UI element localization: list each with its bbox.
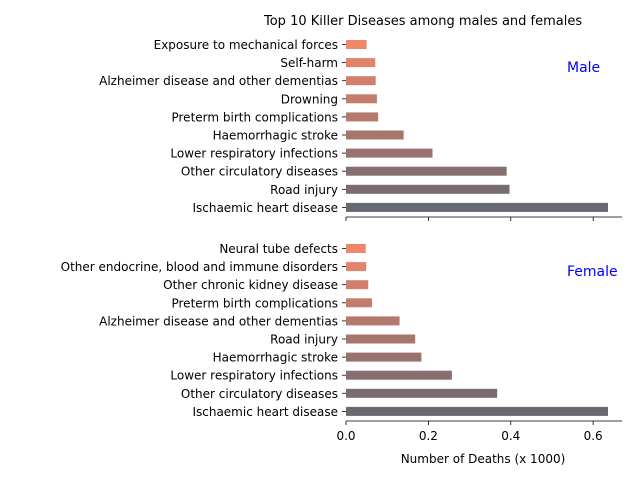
ytick-label-female-7: Lower respiratory infections xyxy=(170,369,338,383)
panel-male: Exposure to mechanical forces Self-harm Al… xyxy=(99,38,622,221)
ytick-label-female-4: Alzheimer disease and other dementias xyxy=(99,314,338,328)
bar-male-7 xyxy=(346,166,507,176)
bar-female-9 xyxy=(346,406,608,416)
bar-male-3 xyxy=(346,94,377,104)
ytick-label-male-6: Lower respiratory infections xyxy=(170,147,338,161)
ytick-label-male-9: Ischaemic heart disease xyxy=(192,201,338,215)
annotation-male: Male xyxy=(567,60,600,76)
ytick-label-female-5: Road injury xyxy=(270,333,338,347)
bar-female-8 xyxy=(346,388,498,398)
ytick-label-male-5: Haemorrhagic stroke xyxy=(213,129,338,143)
bar-male-1 xyxy=(346,58,376,68)
ytick-label-male-2: Alzheimer disease and other dementias xyxy=(99,74,338,88)
xtick-label-3: 0.6 xyxy=(584,429,603,443)
x-axis: 0.0 0.2 0.4 0.6 xyxy=(336,429,602,443)
chart-title: Top 10 Killer Diseases among males and f… xyxy=(263,14,582,29)
ytick-label-female-2: Other chronic kidney disease xyxy=(163,278,338,292)
bar-male-8 xyxy=(346,184,510,194)
ytick-label-female-0: Neural tube defects xyxy=(219,242,338,256)
bar-male-5 xyxy=(346,130,404,140)
ytick-label-male-7: Other circulatory diseases xyxy=(181,165,338,179)
ytick-label-female-1: Other endocrine, blood and immune disord… xyxy=(61,260,338,274)
bar-male-9 xyxy=(346,202,608,212)
panel-female: Neural tube defects Other endocrine, bloo… xyxy=(61,242,622,425)
bar-female-1 xyxy=(346,262,367,272)
bar-female-4 xyxy=(346,316,400,326)
bar-male-6 xyxy=(346,148,433,158)
ytick-label-female-3: Preterm birth complications xyxy=(171,296,338,310)
ytick-label-female-6: Haemorrhagic stroke xyxy=(213,351,338,365)
ytick-label-female-8: Other circulatory diseases xyxy=(181,387,338,401)
bar-female-6 xyxy=(346,352,422,362)
ytick-label-male-8: Road injury xyxy=(270,183,338,197)
annotation-female: Female xyxy=(567,264,618,280)
bar-male-2 xyxy=(346,76,376,86)
xtick-label-0: 0.0 xyxy=(336,429,355,443)
ytick-label-male-0: Exposure to mechanical forces xyxy=(154,38,338,52)
x-axis-label: Number of Deaths (x 1000) xyxy=(401,452,566,466)
bar-female-0 xyxy=(346,244,366,253)
bar-male-0 xyxy=(346,40,367,49)
xtick-label-2: 0.4 xyxy=(501,429,520,443)
ytick-label-male-4: Preterm birth complications xyxy=(171,110,338,124)
bar-female-3 xyxy=(346,298,372,308)
ytick-label-male-3: Drowning xyxy=(281,92,338,106)
bar-male-4 xyxy=(346,112,379,122)
bar-female-5 xyxy=(346,334,416,344)
ytick-label-male-1: Self-harm xyxy=(280,56,338,70)
bar-female-7 xyxy=(346,370,452,380)
bar-female-2 xyxy=(346,280,369,290)
xtick-label-1: 0.2 xyxy=(419,429,438,443)
ytick-label-female-9: Ischaemic heart disease xyxy=(192,405,338,419)
